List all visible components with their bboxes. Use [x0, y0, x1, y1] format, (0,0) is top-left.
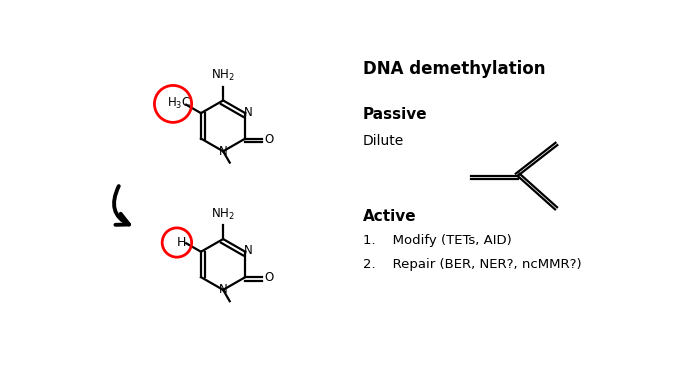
Text: Dilute: Dilute [363, 134, 404, 147]
Text: 1.    Modify (TETs, AID): 1. Modify (TETs, AID) [363, 234, 512, 247]
Text: 2.    Repair (BER, NER?, ncMMR?): 2. Repair (BER, NER?, ncMMR?) [363, 258, 581, 271]
Text: O: O [265, 133, 274, 146]
Text: Active: Active [363, 209, 416, 224]
Text: N: N [244, 106, 253, 119]
Text: NH$_2$: NH$_2$ [211, 68, 235, 84]
Text: NH$_2$: NH$_2$ [211, 207, 235, 222]
Text: H: H [177, 236, 186, 249]
Text: H$_3$C: H$_3$C [167, 96, 191, 111]
Text: DNA demethylation: DNA demethylation [363, 60, 545, 78]
FancyArrowPatch shape [114, 186, 129, 225]
Text: Passive: Passive [363, 106, 427, 122]
Text: N: N [218, 284, 228, 296]
Text: O: O [265, 272, 274, 284]
Text: N: N [244, 244, 253, 258]
Text: N: N [218, 145, 228, 158]
